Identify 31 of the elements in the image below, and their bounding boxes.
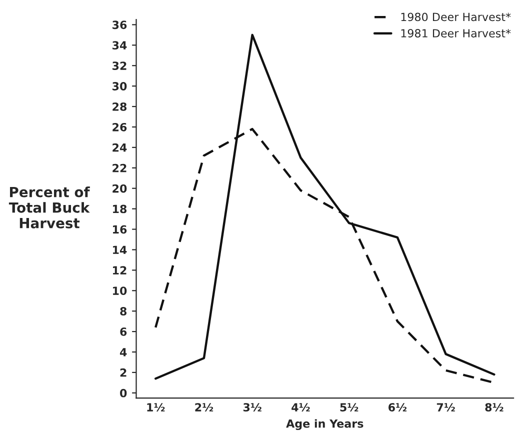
x-tick-label: 2½ <box>195 403 214 412</box>
y-tick-label: 18 <box>113 204 127 214</box>
x-tick-label: 1½ <box>147 403 165 412</box>
y-tick-label: 12 <box>113 266 126 274</box>
x-tick-label: 7½ <box>436 403 455 412</box>
y-tick-label: 32 <box>112 62 126 70</box>
y-tick-label: 6 <box>120 328 127 336</box>
y-tick-label: 0 <box>120 388 127 398</box>
y-tick-label: 22 <box>112 164 126 172</box>
x-tick-label: 4½ <box>292 403 310 412</box>
legend-label: 1980 Deer Harvest* <box>401 12 511 22</box>
y-tick-label: 2 <box>120 368 126 377</box>
y-tick-label: 14 <box>113 246 127 254</box>
x-axis-title: Age in Years <box>286 419 364 430</box>
x-tick-label: 6½ <box>388 403 407 412</box>
legend-label: 1981 Deer Harvest* <box>401 29 511 38</box>
y-tick-label: 4 <box>120 348 127 356</box>
y-tick-label: 26 <box>112 122 127 132</box>
y-tick-label: 28 <box>112 102 127 111</box>
y-tick-label: 30 <box>112 82 127 90</box>
y-axis-title: Percent of Total Buck Harvest <box>8 186 90 228</box>
x-tick-label: 5½ <box>340 403 358 412</box>
y-tick-label: 20 <box>112 184 127 193</box>
y-tick-label: 10 <box>113 286 127 296</box>
y-tick-label: 8 <box>120 307 127 316</box>
y-tick-label: 16 <box>113 225 127 234</box>
x-tick-label: 3½ <box>243 403 262 412</box>
y-tick-label: 34 <box>112 41 127 50</box>
x-tick-label: 8½ <box>485 403 504 412</box>
y-tick-label: 24 <box>112 143 127 152</box>
y-tick-label: 36 <box>112 20 127 30</box>
